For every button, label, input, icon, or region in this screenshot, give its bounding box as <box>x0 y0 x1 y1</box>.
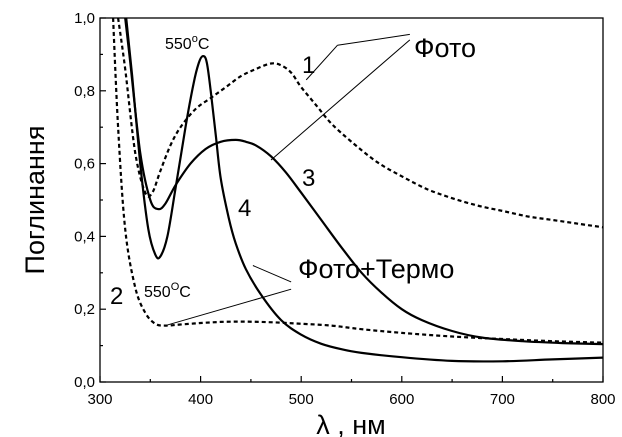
plot-frame <box>99 17 604 383</box>
curve-label-1: 1 <box>302 52 315 79</box>
series-curves <box>112 17 604 363</box>
temp-bottom-value: 550 <box>144 284 171 301</box>
temp-top-unit: C <box>198 36 210 53</box>
x-tick-label: 700 <box>490 391 515 408</box>
y-tick-label: 0,2 <box>74 301 95 318</box>
temp-top-value: 550 <box>165 36 192 53</box>
y-tick-label: 1,0 <box>74 10 95 27</box>
x-axis-title: λ , нм <box>316 410 385 437</box>
curve-label-3: 3 <box>302 165 315 192</box>
y-tick-label: 0,6 <box>74 156 95 173</box>
y-tick-label: 0,8 <box>74 83 95 100</box>
series-line-4 <box>125 17 604 363</box>
pointer-foto-1 <box>337 33 410 46</box>
foto-label: Фото <box>414 33 476 63</box>
foto-termo-label: Фото+Термо <box>298 254 454 284</box>
pointer-1 <box>305 44 338 81</box>
y-tick-label: 0,4 <box>74 228 95 245</box>
x-tick-label: 600 <box>389 391 414 408</box>
y-axis-title: Поглинання <box>20 126 50 275</box>
series-line-3 <box>124 17 604 346</box>
tick-labels: 300 400 500 600 700 800 0,0 0,2 0,4 0,6 0,8 1,0 <box>74 10 615 408</box>
curve-label-4: 4 <box>238 195 251 222</box>
temp-bottom-degree: O <box>171 281 180 293</box>
series-line-2 <box>112 17 604 344</box>
axis-ticks <box>99 17 604 383</box>
x-tick-label: 500 <box>289 391 314 408</box>
x-tick-label: 400 <box>188 391 213 408</box>
temperature-label-top: 550oC <box>165 33 209 53</box>
pointer-termo-4 <box>252 265 292 283</box>
annotation-pointers <box>165 33 411 327</box>
temp-top-degree: o <box>192 33 198 45</box>
x-tick-label: 800 <box>590 391 615 408</box>
temperature-label-bottom: 550OC <box>144 281 191 301</box>
x-tick-label: 300 <box>87 391 112 408</box>
temp-bottom-unit: C <box>179 284 191 301</box>
curve-label-2: 2 <box>110 283 123 310</box>
y-tick-label: 0,0 <box>74 374 95 391</box>
series-line-1 <box>117 17 604 229</box>
pointer-foto-3 <box>270 39 411 161</box>
pointer-termo-2 <box>165 288 292 327</box>
